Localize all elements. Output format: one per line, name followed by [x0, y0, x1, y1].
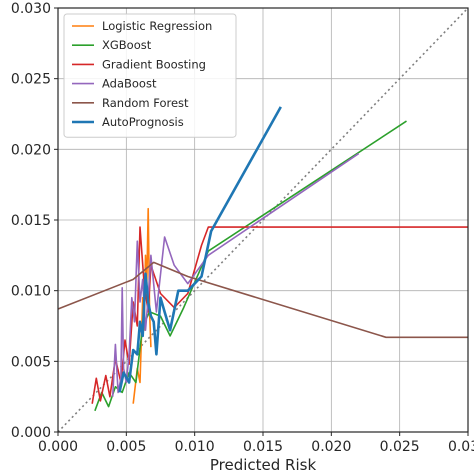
y-tick-label: 0.015: [11, 213, 51, 229]
legend-box: [63, 13, 237, 138]
reference-line: [57, 7, 469, 433]
legend-label-gradient-boosting: Gradient Boosting: [102, 57, 206, 71]
y-axis-ticks: 0.000 0.005 0.010 0.015 0.020 0.025 0.030: [11, 1, 58, 441]
y-tick-label: 0.000: [11, 425, 51, 441]
perfect-calibration-line: [57, 7, 469, 433]
x-tick-label: 0.030: [448, 439, 474, 455]
series-line-random-forest: [57, 261, 468, 339]
x-tick-label: 0.020: [311, 439, 351, 455]
series-line-adaboost: [111, 152, 360, 397]
x-tick-label: 0.005: [106, 439, 146, 455]
legend: Logistic Regression XGBoost Gradient Boost…: [63, 13, 237, 138]
x-axis-label: Predicted Risk: [210, 456, 317, 474]
legend-label-adaboost: AdaBoost: [102, 77, 157, 91]
y-tick-label: 0.025: [11, 72, 51, 88]
series-line-gradient-boosting: [91, 226, 468, 404]
x-tick-label: 0.010: [175, 439, 215, 455]
x-axis-ticks: 0.000 0.005 0.010 0.015 0.020 0.025 0.030: [38, 432, 474, 455]
series-lines: [57, 106, 468, 412]
x-tick-label: 0.015: [243, 439, 283, 455]
y-tick-label: 0.005: [11, 354, 51, 370]
series-line-autoprognosis: [118, 106, 282, 393]
legend-label-random-forest: Random Forest: [102, 96, 189, 110]
series-line-xgboost: [94, 120, 407, 412]
x-tick-label: 0.025: [380, 439, 420, 455]
legend-label-logistic-regression: Logistic Regression: [102, 19, 212, 33]
x-tick-label: 0.000: [38, 439, 78, 455]
y-tick-label: 0.010: [11, 284, 51, 300]
legend-label-autoprognosis: AutoPrognosis: [102, 115, 184, 129]
legend-label-xgboost: XGBoost: [102, 38, 152, 52]
y-tick-label: 0.020: [11, 142, 51, 158]
y-tick-label: 0.030: [11, 1, 51, 17]
